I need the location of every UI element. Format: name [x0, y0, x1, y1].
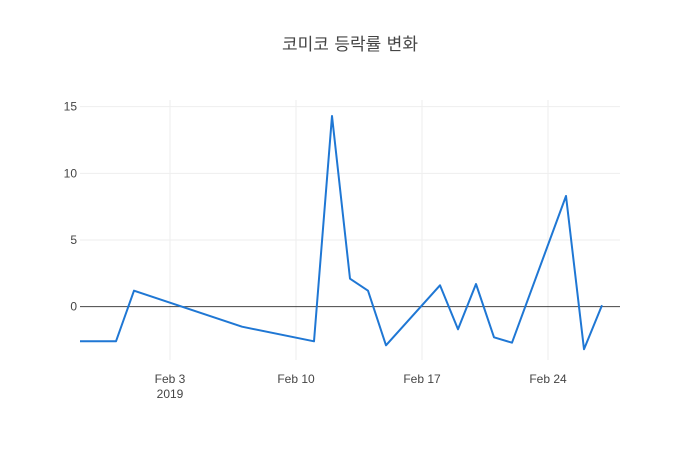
x-tick-sublabel: 2019 — [157, 387, 184, 401]
series — [80, 115, 603, 351]
y-tick-label: 10 — [64, 166, 78, 180]
x-tick-label: Feb 10 — [277, 372, 315, 386]
x-tick-label: Feb 17 — [403, 372, 441, 386]
y-tick-label: 15 — [64, 100, 78, 114]
chart-title: 코미코 등락률 변화 — [282, 35, 418, 55]
y-tick-label: 5 — [70, 233, 77, 247]
y-tick-label: 0 — [70, 300, 77, 314]
x-tick-label: Feb 24 — [529, 372, 567, 386]
series-line — [80, 115, 603, 351]
x-tick-label: Feb 3 — [155, 372, 186, 386]
gridlines — [80, 100, 620, 360]
